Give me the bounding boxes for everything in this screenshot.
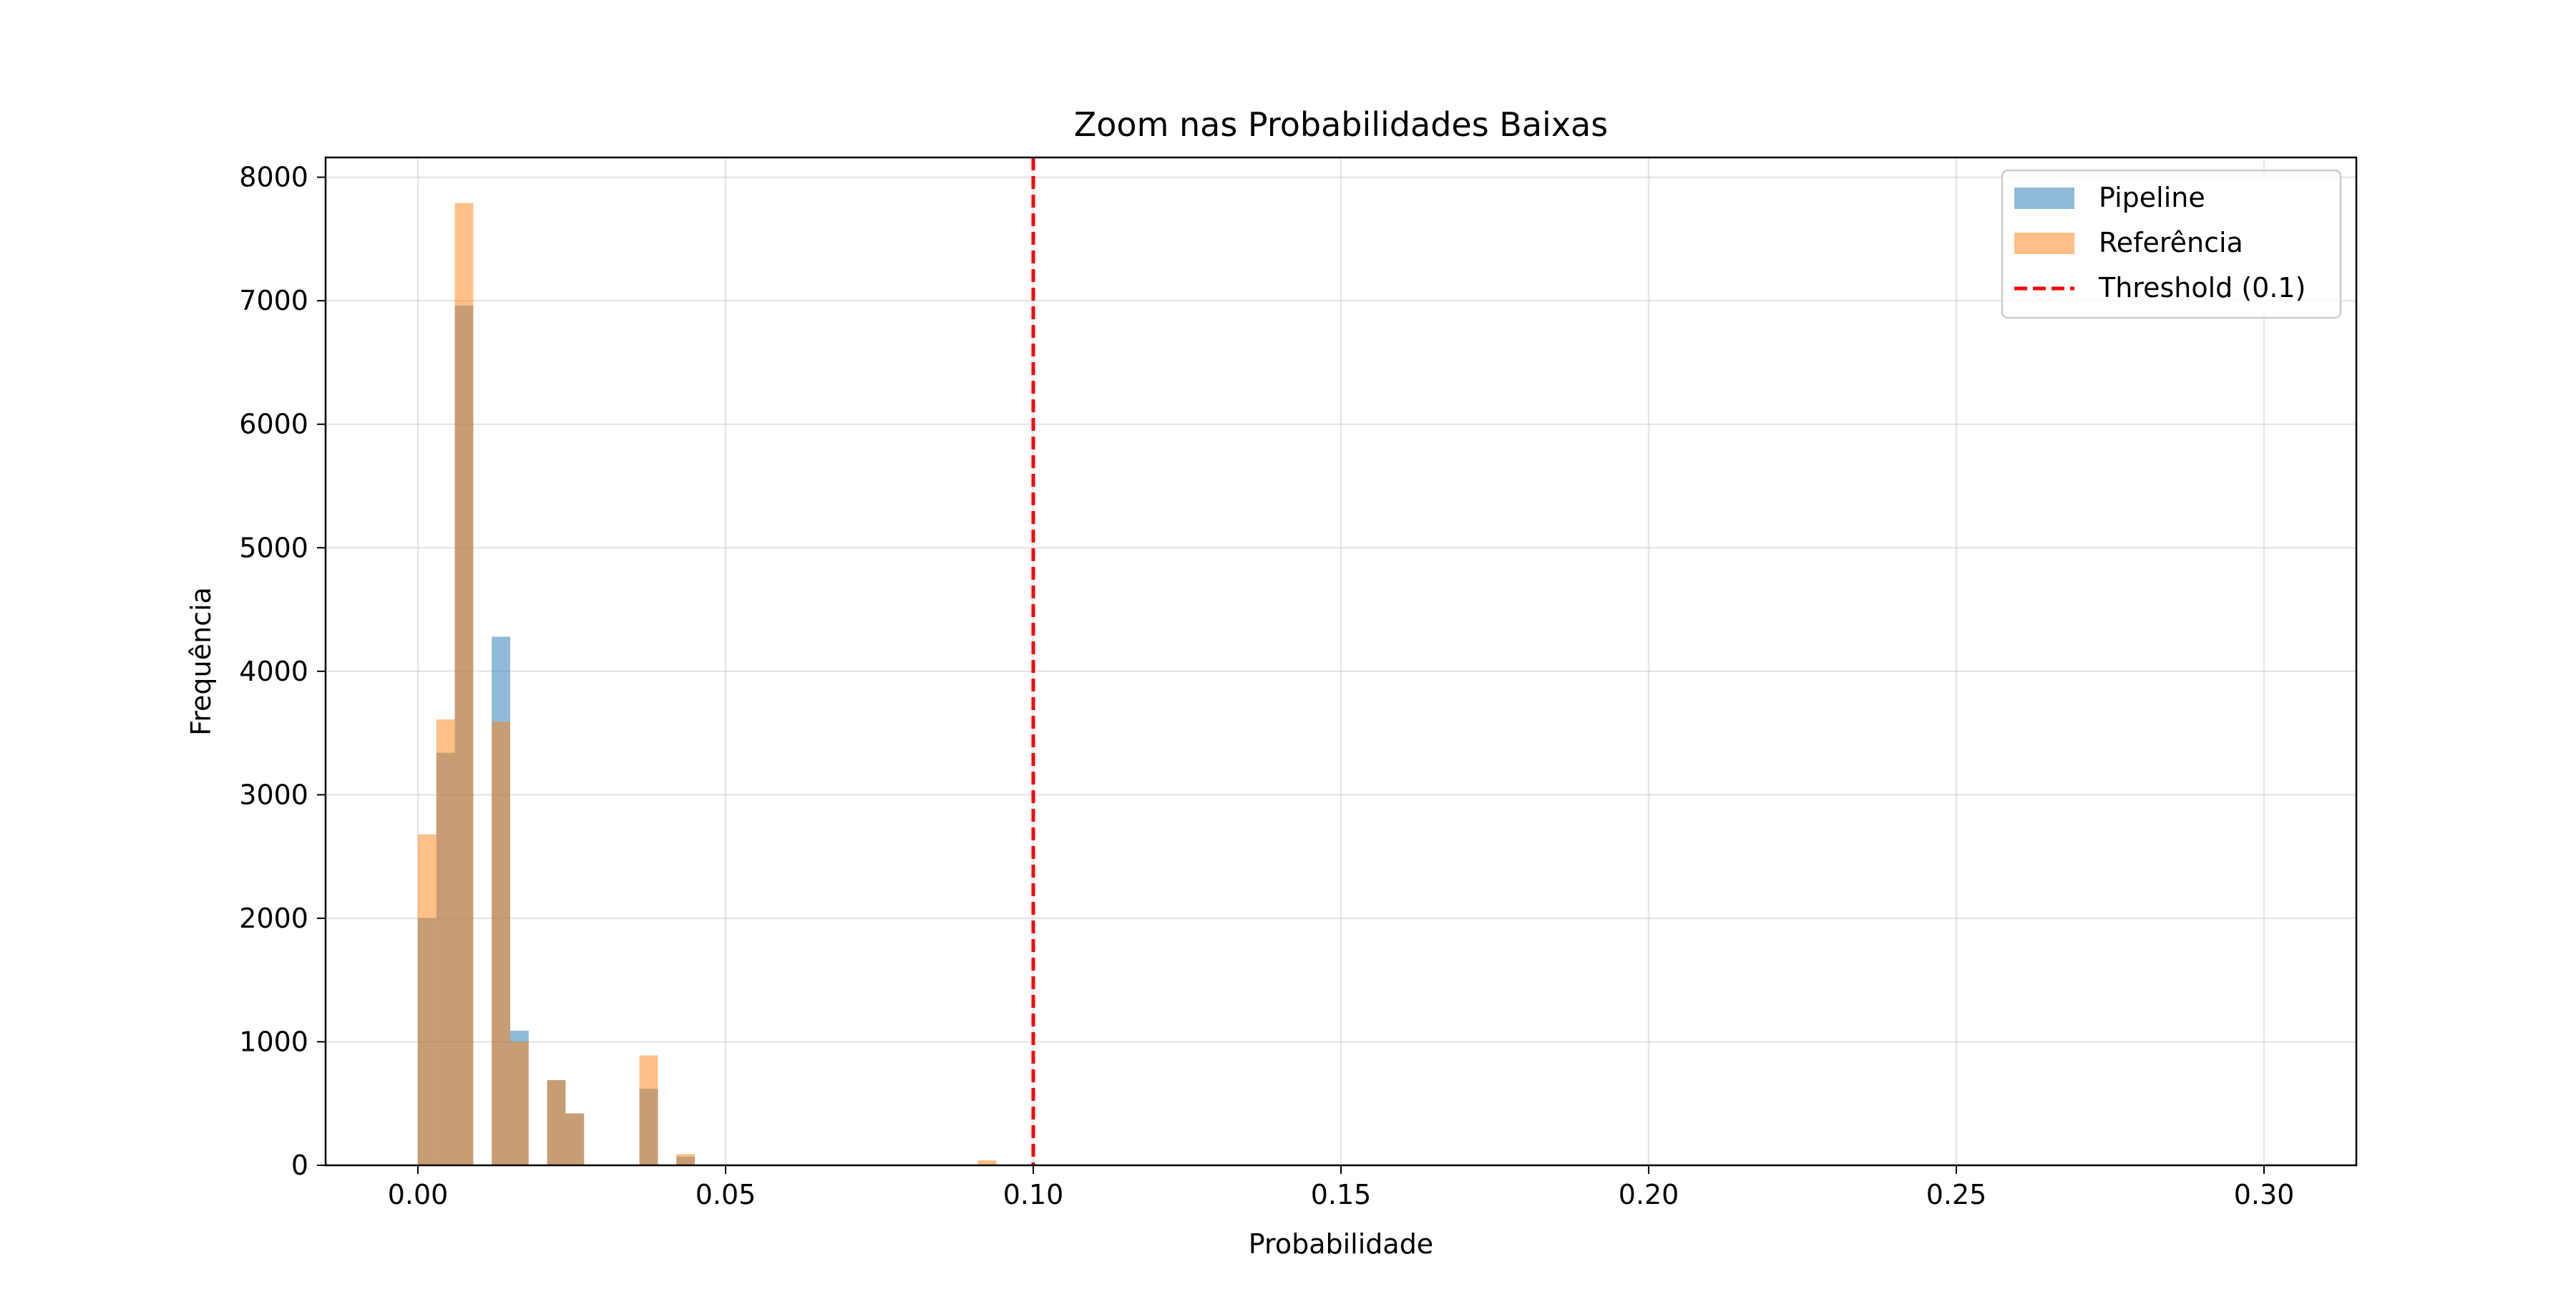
axes: 0.00 0.05 0.10 0.15 0.20 0.25 0.30 0 1000 2000 300… [239, 162, 2294, 1210]
legend-swatch-pipeline [2014, 188, 2074, 209]
y-tick-label: 5000 [239, 532, 308, 563]
bar-referencia [436, 719, 455, 1165]
x-tick-label: 0.05 [696, 1179, 756, 1210]
bar-referencia [639, 1055, 658, 1165]
histogram-bars [418, 203, 997, 1165]
x-tick-label: 0.30 [2234, 1179, 2295, 1210]
x-tick-label: 0.25 [1926, 1179, 1987, 1210]
x-axis-label: Probabilidade [1249, 1228, 1433, 1260]
legend-label-threshold: Threshold (0.1) [2098, 272, 2306, 303]
x-tick-label: 0.10 [1003, 1179, 1064, 1210]
bar-referencia [454, 203, 474, 1165]
bar-referencia [676, 1154, 695, 1165]
legend-frame [2001, 169, 2342, 319]
y-tick-label: 4000 [239, 656, 308, 687]
chart-title: Zoom nas Probabilidades Baixas [1074, 105, 1608, 144]
legend: Pipeline Referência Threshold (0.1) [2001, 169, 2342, 319]
bar-referencia [977, 1160, 997, 1165]
bar-referencia [547, 1079, 566, 1165]
bar-referencia [418, 834, 436, 1165]
y-tick-label: 6000 [239, 409, 308, 440]
y-tick-label: 1000 [239, 1026, 308, 1057]
legend-label-referencia: Referência [2099, 227, 2243, 258]
y-tick-label: 2000 [239, 903, 308, 934]
bar-referencia [565, 1113, 585, 1165]
plot-area [326, 157, 2356, 1165]
x-tick-label: 0.20 [1619, 1179, 1679, 1210]
legend-swatch-referencia [2014, 233, 2074, 254]
bar-referencia [492, 722, 510, 1165]
y-tick-label: 0 [291, 1150, 308, 1181]
x-tick-label: 0.15 [1311, 1179, 1372, 1210]
y-axis-label: Frequência [185, 587, 217, 736]
y-tick-label: 7000 [239, 285, 308, 316]
x-tick-label: 0.00 [388, 1179, 449, 1210]
legend-label-pipeline: Pipeline [2099, 182, 2205, 213]
y-tick-label: 8000 [239, 162, 308, 193]
bar-referencia [510, 1041, 529, 1165]
y-tick-label: 3000 [239, 779, 308, 810]
